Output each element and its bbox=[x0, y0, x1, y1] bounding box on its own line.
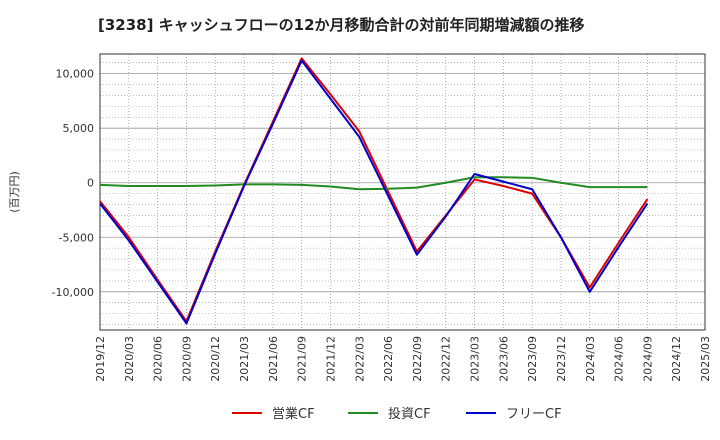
x-tick-label: 2022/09 bbox=[411, 336, 424, 382]
x-tick-label: 2024/12 bbox=[670, 336, 683, 382]
x-tick-label: 2023/09 bbox=[526, 336, 539, 382]
x-tick-label: 2023/03 bbox=[469, 336, 482, 382]
x-tick-label: 2021/09 bbox=[296, 336, 309, 382]
x-tick-label: 2021/12 bbox=[324, 336, 337, 382]
x-tick-label: 2022/03 bbox=[353, 336, 366, 382]
x-tick-label: 2020/09 bbox=[180, 336, 193, 382]
x-axis-ticks: 2019/12 2020/03 2020/06 2020/09 2020/12 2021/… bbox=[94, 336, 712, 382]
x-tick-label: 2025/03 bbox=[699, 336, 712, 382]
x-tick-label: 2024/09 bbox=[641, 336, 654, 382]
x-tick-label: 2024/03 bbox=[584, 336, 597, 382]
y-tick-label: -10,000 bbox=[52, 286, 94, 299]
y-axis-label: (百万円) bbox=[8, 171, 21, 213]
legend-label: フリーCF bbox=[506, 407, 562, 422]
plot-frame bbox=[99, 53, 706, 331]
y-tick-label: 0 bbox=[87, 177, 94, 190]
legend: 営業CF 投資CF フリーCF bbox=[232, 406, 562, 422]
y-tick-label: -5,000 bbox=[59, 231, 94, 244]
x-tick-label: 2020/06 bbox=[152, 336, 165, 382]
x-tick-label: 2022/06 bbox=[382, 336, 395, 382]
x-tick-label: 2021/06 bbox=[267, 336, 280, 382]
x-tick-label: 2022/12 bbox=[440, 336, 453, 382]
legend-label: 投資CF bbox=[388, 406, 431, 422]
series-line-3 bbox=[99, 59, 649, 325]
x-tick-label: 2023/06 bbox=[497, 336, 510, 382]
x-tick-label: 2019/12 bbox=[94, 336, 107, 382]
series-line-2 bbox=[99, 176, 648, 191]
x-tick-label: 2023/12 bbox=[555, 336, 568, 382]
y-tick-label: 5,000 bbox=[63, 122, 95, 135]
chart-title: [3238] キャッシュフローの12か月移動合計の対前年同期増減額の推移 bbox=[98, 16, 585, 34]
x-tick-label: 2020/12 bbox=[209, 336, 222, 382]
y-tick-label: 10,000 bbox=[56, 68, 95, 81]
y-axis-ticks: 10,000 5,000 0 -5,000 -10,000 bbox=[52, 68, 94, 299]
x-tick-label: 2020/03 bbox=[123, 336, 136, 382]
x-tick-label: 2021/03 bbox=[238, 336, 251, 382]
legend-label: 営業CF bbox=[272, 406, 315, 422]
grid-lines bbox=[100, 54, 705, 330]
x-tick-label: 2024/06 bbox=[613, 336, 626, 382]
series-lines bbox=[99, 57, 649, 325]
